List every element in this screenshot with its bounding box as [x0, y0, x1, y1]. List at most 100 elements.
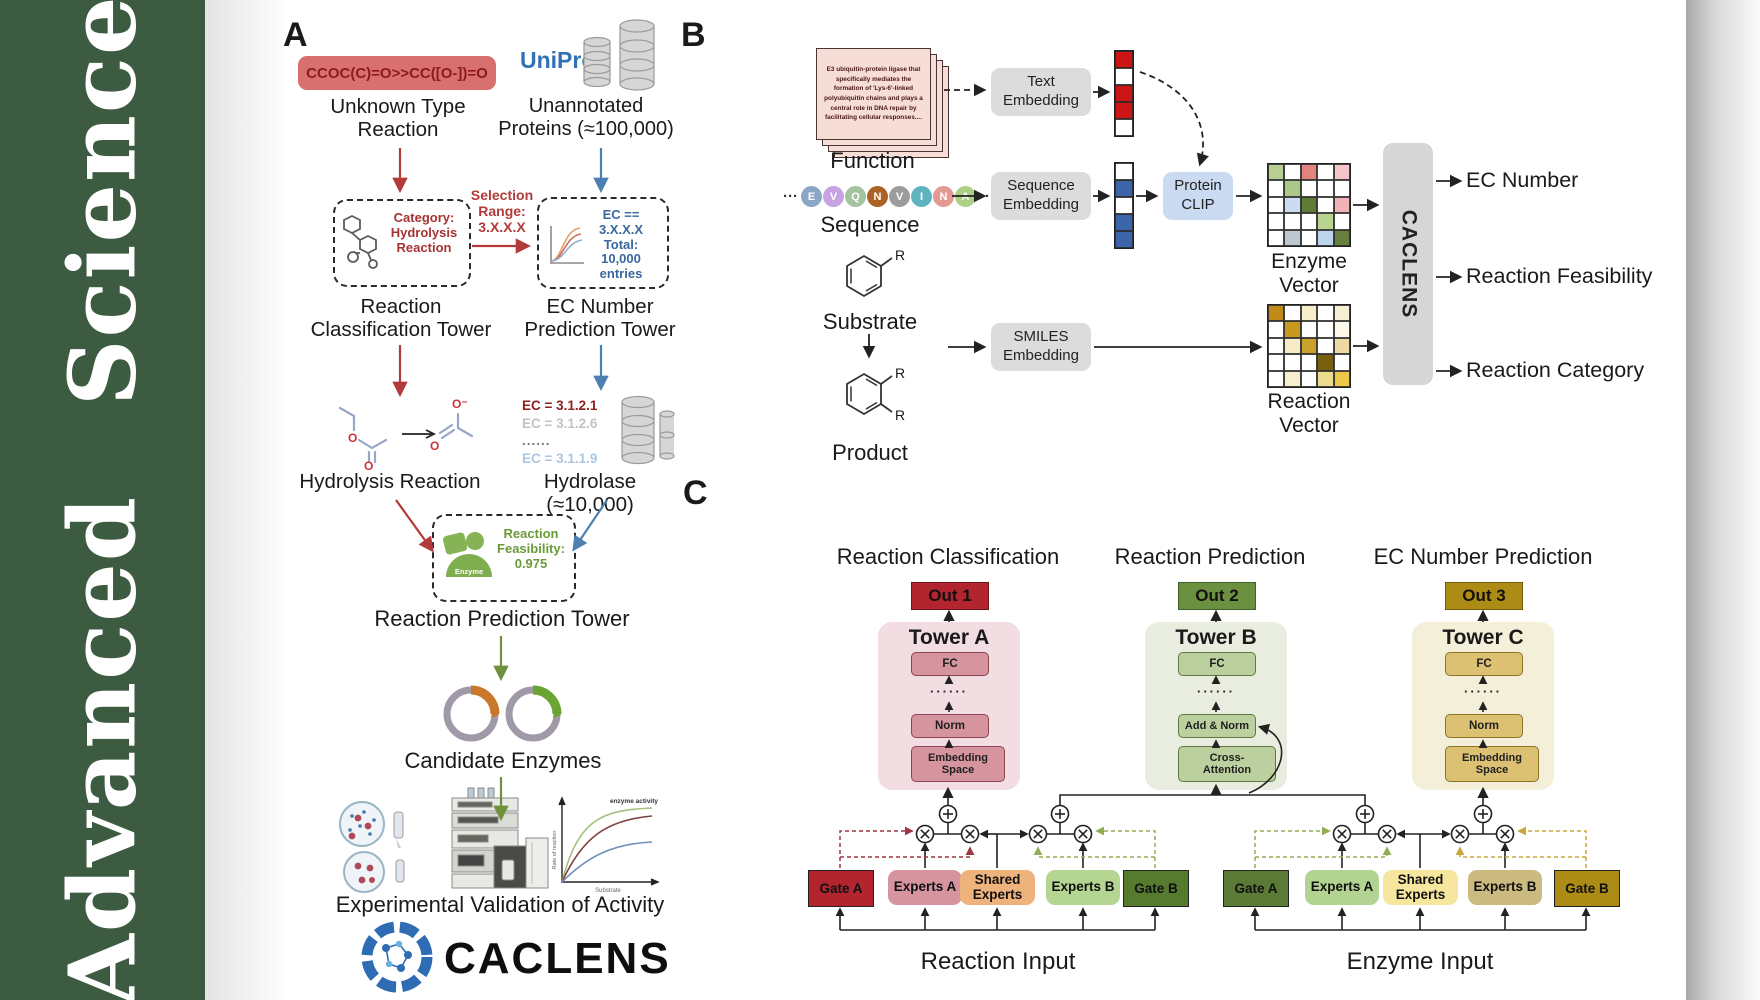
output-reaction-feasibility: Reaction Feasibility: [1466, 264, 1653, 288]
enzyme-experts-b: Experts B: [1468, 870, 1542, 905]
hplc-instrument-icon: [451, 787, 549, 889]
tower-a: Tower A FC ······ Norm Embedding Space: [878, 622, 1020, 790]
caclens-bar-label: CACLENS: [1397, 209, 1421, 319]
sequence-ellipsis-left: ···: [783, 188, 798, 205]
smiles-reaction-box: CCOC(C)=O>>CC([O-])=O: [298, 56, 496, 90]
enzyme-activity-plot: Rate of reaction Substrate enzyme activi…: [552, 796, 660, 894]
smiles-embedding-label: SMILES Embedding: [1003, 328, 1079, 364]
product-r2-label: R: [895, 407, 905, 423]
reaction-input-label: Reaction Input: [920, 948, 1076, 975]
ec-result-list: EC = 3.1.2.1 EC = 3.1.2.6 ...... EC = 3.…: [522, 397, 612, 467]
candidate-enzymes-label: Candidate Enzymes: [404, 748, 602, 773]
selection-range-label: Selection Range: 3.X.X.X: [470, 187, 534, 235]
caclens-wordmark: CACLENS: [444, 934, 671, 983]
enzyme-input-label: Enzyme Input: [1346, 948, 1494, 975]
enzyme-experts-b-label: Experts B: [1473, 879, 1537, 895]
text-embedding-vector: [1114, 50, 1134, 137]
tower-a-title: Tower A: [908, 626, 990, 649]
tower-c-title: Tower C: [1442, 626, 1524, 649]
tower-b-dots: ······: [1197, 684, 1235, 699]
residue-circle: A: [955, 186, 976, 207]
substrate-r-label: R: [895, 247, 905, 263]
out2-label: Out 2: [1195, 586, 1239, 605]
tower-c-embedding-space: Embedding Space: [1445, 746, 1539, 782]
product-molecule-icon: R R: [846, 365, 905, 423]
panel-b-label: B: [681, 16, 706, 54]
reaction-experts-a: Experts A: [888, 870, 962, 905]
caclens-module-bar: CACLENS: [1383, 143, 1433, 385]
reaction-experts-a-label: Experts A: [893, 879, 957, 895]
petri-dish-icon: [339, 801, 405, 893]
feasibility-box: [432, 514, 576, 602]
residue-circle: Q: [845, 186, 866, 207]
prediction-tower-label: Reaction Prediction Tower: [374, 606, 630, 631]
residue-circle: E: [801, 186, 822, 207]
reaction-experts-b-label: Experts B: [1051, 879, 1115, 895]
function-card: E3 ubiquitin-protein ligase that specifi…: [816, 48, 931, 140]
tower-b-fc: FC: [1178, 652, 1256, 676]
reaction-vector-label: Reaction Vector: [1267, 390, 1351, 437]
ec-result-top: EC = 3.1.2.1: [522, 398, 598, 413]
smiles-string: CCOC(C)=O>>CC([O-])=O: [306, 64, 488, 82]
reaction-gate-a: Gate A: [808, 870, 874, 907]
enzyme-gate-a-label: Gate A: [1234, 881, 1278, 896]
tower-a-norm: Norm: [911, 714, 989, 738]
sequence-embedding-box: Sequence Embedding: [991, 172, 1091, 220]
tower-a-embedding-space: Embedding Space: [911, 746, 1005, 782]
tower-a-fc: FC: [911, 652, 989, 676]
tower-b-add-norm: Add & Norm: [1178, 714, 1256, 738]
product-r1-label: R: [895, 365, 905, 381]
page-curl-shadow: [1686, 0, 1760, 1000]
hydrolase-label: Hydrolase (≈10,000): [543, 470, 637, 517]
page-left-shadow: [205, 0, 290, 1000]
reaction-category-box: [333, 199, 471, 287]
svg-text:O⁻: O⁻: [452, 397, 468, 411]
output-ec-number: EC Number: [1466, 168, 1579, 192]
plot-ylabel: Rate of reaction: [552, 831, 558, 870]
feasibility-text: Reaction Feasibility: 0.975: [497, 526, 565, 571]
hydrolase-database-icon: [621, 395, 675, 465]
smiles-embedding-box: SMILES Embedding: [991, 323, 1091, 371]
residue-circle: N: [933, 186, 954, 207]
journal-banner: Advanced Science: [0, 0, 205, 1000]
caclens-logo-icon: [361, 921, 433, 993]
category-text: Category: Hydrolysis Reaction: [390, 210, 458, 255]
ec-filter-box: [537, 197, 669, 289]
protein-database-icon: [583, 19, 655, 91]
plot-xlabel: Substrate: [595, 888, 621, 894]
tower-c-fc: FC: [1445, 652, 1523, 676]
product-label: Product: [832, 440, 908, 465]
heading-reaction-classification: Reaction Classification: [836, 544, 1060, 569]
reaction-gate-b: Gate B: [1123, 870, 1189, 907]
enzyme-shared-experts-label: Shared Experts: [1395, 871, 1446, 902]
tower-b-title: Tower B: [1175, 626, 1257, 649]
reaction-gate-a-label: Gate A: [819, 881, 863, 896]
out2-box: Out 2: [1178, 582, 1256, 610]
plasmids-icon: [443, 685, 562, 742]
tower-c-dots: ······: [1464, 684, 1502, 699]
protein-clip-box: Protein CLIP: [1163, 172, 1233, 220]
classification-tower-label: Reaction Classification Tower: [310, 295, 492, 342]
reaction-shared-experts: Shared Experts: [960, 870, 1035, 905]
plot-annotation: enzyme activity: [610, 798, 658, 805]
enzyme-experts-a: Experts A: [1305, 870, 1379, 905]
ec-tower-label: EC Number Prediction Tower: [524, 295, 676, 342]
ec-result-3: EC = 3.1.1.9: [522, 450, 598, 466]
enzyme-vector-grid: [1267, 163, 1351, 247]
out3-box: Out 3: [1445, 582, 1523, 610]
enzyme-icon: Enzyme: [442, 532, 492, 577]
reaction-vector-grid: [1267, 304, 1351, 388]
out1-box: Out 1: [911, 582, 989, 610]
ec-filter-text: EC == 3.X.X.X Total: 10,000 entries: [598, 207, 644, 282]
residue-circle: I: [911, 186, 932, 207]
sequence-embedding-vector: [1114, 162, 1134, 249]
tower-b: Tower B FC ······ Add & Norm Cross-Atten…: [1145, 622, 1287, 790]
substrate-molecule-icon: R: [846, 247, 905, 298]
svg-text:O: O: [364, 459, 373, 470]
out1-label: Out 1: [928, 586, 972, 605]
enzyme-gate-b-label: Gate B: [1565, 881, 1609, 896]
enzyme-vector-label: Enzyme Vector: [1271, 250, 1347, 297]
